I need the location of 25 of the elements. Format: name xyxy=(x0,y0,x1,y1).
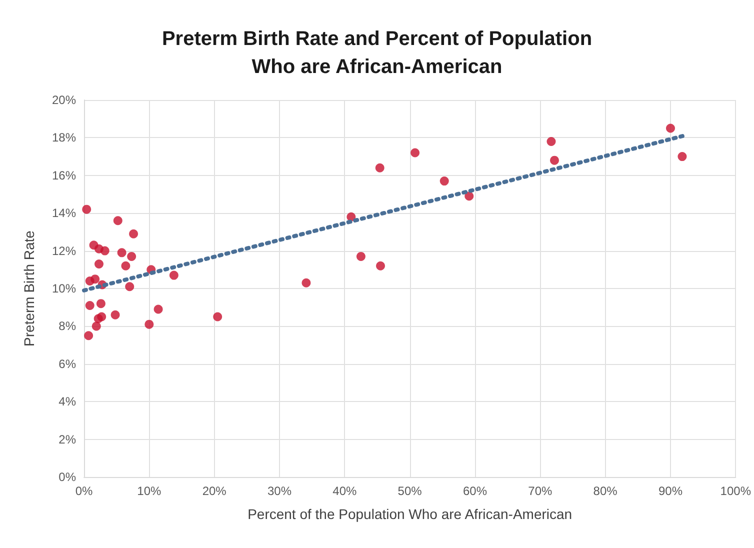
x-tick-label: 100% xyxy=(720,484,752,498)
y-tick-label: 20% xyxy=(52,93,76,107)
y-axis-title: Preterm Birth Rate xyxy=(21,230,37,346)
y-tick-label: 0% xyxy=(58,470,76,484)
y-tick-label: 2% xyxy=(58,432,76,446)
x-tick-label: 70% xyxy=(528,484,552,498)
x-tick-label: 0% xyxy=(75,484,93,498)
x-axis-title: Percent of the Population Who are African-American xyxy=(248,506,572,522)
y-tick-label: 6% xyxy=(58,356,76,371)
x-tick-label: 50% xyxy=(398,484,422,498)
x-tick-label: 10% xyxy=(137,484,162,498)
x-tick-label: 60% xyxy=(462,484,488,498)
y-tick-label: 18% xyxy=(52,130,76,145)
x-tick-label: 20% xyxy=(202,484,227,498)
y-tick-label: 8% xyxy=(58,319,76,334)
y-tick-label: 4% xyxy=(58,394,76,409)
x-tick-label: 30% xyxy=(267,484,292,498)
chart-title: Preterm Birth Rate and Percent of Population Who are African-American xyxy=(162,28,592,78)
y-tick-label: 14% xyxy=(52,206,76,220)
y-tick-label: 12% xyxy=(52,244,76,258)
x-tick-label: 40% xyxy=(332,484,357,498)
x-tick-label: 80% xyxy=(593,484,618,498)
y-tick-label: 16% xyxy=(52,168,76,182)
x-tick-label: 90% xyxy=(658,484,683,498)
y-tick-label: 10% xyxy=(52,282,76,296)
